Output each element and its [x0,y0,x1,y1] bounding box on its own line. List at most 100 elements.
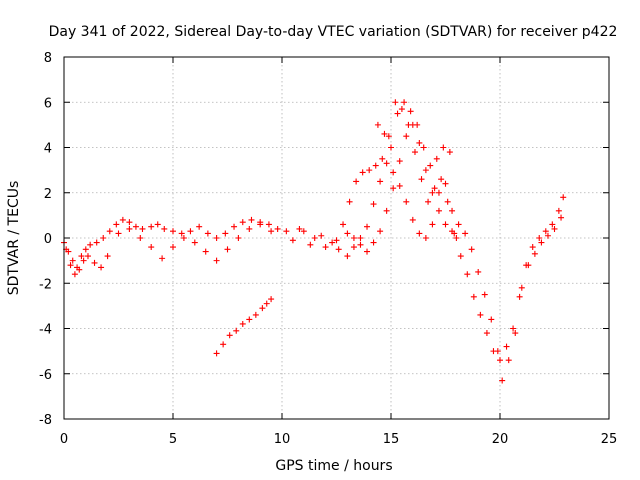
data-point [483,330,490,337]
data-point [289,237,296,244]
data-point [525,262,532,269]
data-point [518,284,525,291]
data-point [119,216,126,223]
data-point [370,201,377,208]
data-point [390,185,397,192]
data-point [139,225,146,232]
series-sdtvar-track-d [289,99,567,364]
data-point [196,223,203,230]
series-sdtvar-track-e [296,160,565,384]
series-sdtvar-track-b [63,221,275,278]
data-point [80,257,87,264]
data-point [403,133,410,140]
data-point [420,144,427,151]
data-point [335,246,342,253]
data-point [414,121,421,128]
data-point [220,341,227,348]
data-point [333,237,340,244]
data-point [510,325,517,332]
data-point [357,241,364,248]
y-axis-label: SDTVAR / TECUs [6,181,22,296]
data-point [307,241,314,248]
data-point [170,244,176,251]
data-point [300,228,307,235]
data-point [560,194,567,201]
data-point [516,293,523,300]
data-point [318,232,325,239]
data-point [248,216,255,223]
data-point [558,214,565,221]
data-point [442,221,449,228]
data-point [464,271,471,278]
data-point [137,235,144,241]
data-point [499,377,506,384]
x-axis-label: GPS time / hours [275,458,392,474]
data-point [257,221,264,228]
data-point [411,149,418,156]
data-point [416,139,423,146]
data-point [67,262,74,269]
data-point [246,316,253,323]
data-point [536,235,543,241]
data-point [78,253,85,260]
data-point [148,244,155,251]
data-point [350,235,357,241]
data-point [377,228,384,235]
data-point [87,241,94,248]
data-point [178,230,185,237]
data-point [425,198,432,205]
data-point [93,239,100,246]
data-point [213,350,220,357]
data-point [383,160,390,167]
data-point [457,253,464,260]
data-point [161,225,168,232]
data-point [385,133,392,140]
data-point [372,162,379,169]
data-point [407,108,414,115]
data-point [170,228,176,235]
data-point [100,235,107,241]
data-point [202,248,209,255]
data-point [246,225,253,232]
x-tick-label: 10 [274,432,291,447]
data-point [311,235,318,241]
data-point [455,221,462,228]
data-point [226,332,233,339]
tick-marks [63,56,610,420]
y-tick-labels: -8 -6 -4 -2 0 2 4 6 8 [39,51,52,428]
data-point [449,228,456,235]
y-tick-label: 8 [44,51,52,66]
data-point [477,311,484,318]
data-point [346,198,353,205]
data-point [132,223,139,230]
data-point [159,255,166,262]
data-point [359,169,366,176]
data-point [191,239,198,246]
data-point [268,228,275,235]
data-point [263,300,270,307]
data-point [435,207,442,214]
data-point [344,253,351,260]
data-point [180,235,187,241]
data-point [544,232,551,239]
data-point [394,110,401,117]
data-point [488,316,495,323]
data-point [398,106,405,113]
data-point [549,221,556,228]
data-point [283,228,290,235]
data-point [505,357,512,364]
data-point [442,180,449,187]
data-point [381,130,388,137]
data-point [388,144,394,151]
data-point [429,189,436,196]
data-point [222,230,229,237]
data-point [370,239,377,246]
data-point [422,235,429,241]
data-point [71,271,78,278]
data-point [435,189,442,196]
data-point [187,228,194,235]
data-point [396,182,403,189]
data-point [69,257,76,264]
